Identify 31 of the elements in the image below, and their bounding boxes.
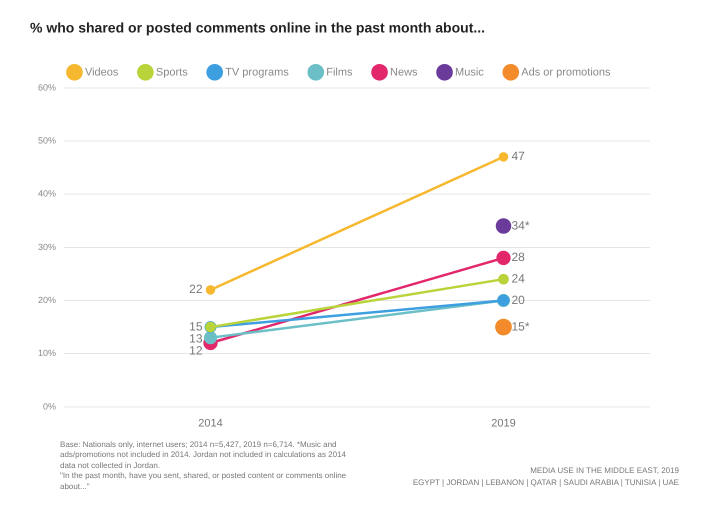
y-tick-label: 50% [38, 135, 56, 146]
x-tick-label: 2014 [198, 417, 223, 430]
legend-label: Music [455, 66, 484, 78]
legend-label: Films [326, 66, 354, 78]
legend-label: Sports [156, 66, 188, 78]
text: MEDIA USE IN THE MIDDLE EAST, 2019 [529, 465, 679, 477]
y-tick-label: 0% [43, 401, 56, 412]
data-label: 15 [189, 319, 203, 334]
legend-label: TV programs [225, 66, 290, 78]
y-tick-label: 20% [38, 294, 56, 305]
data-label: 15* [512, 319, 530, 334]
text: Base: Nationals only, internet users; 2014 n=5,427, 2019 n=6,714. *Music and ads/promotions not included in 2014. Jordan not included in calculations as 2014 data not collected in Jordan. [60, 440, 347, 472]
text: EGYPT | JORDAN | LEBANON | QATAR | SAUDI ARABIA | TUNISIA | UAE [412, 477, 679, 489]
x-tick-label: 2019 [491, 417, 516, 430]
data-label: 13 [189, 331, 203, 346]
y-tick-label: 60% [38, 82, 56, 92]
data-label: 22 [189, 282, 203, 296]
data-label: 24 [512, 272, 526, 286]
text: "In the past month, have you sent, shared, or posted content or comments online about..." [60, 471, 348, 492]
data-label: 28 [512, 250, 526, 264]
data-label: 34* [512, 218, 530, 232]
data-label: 47 [512, 149, 526, 164]
y-tick-label: 10% [38, 348, 56, 358]
y-tick-label: 40% [38, 188, 56, 199]
legend-label: Ads or promotions [521, 66, 612, 78]
legend-label: Videos [84, 66, 119, 78]
data-label: 20 [512, 292, 526, 307]
chart-title: % who shared or posted comments online in the past month about... [30, 19, 486, 36]
legend-label: News [390, 66, 418, 78]
data-label: 12 [189, 343, 203, 358]
y-tick-label: 30% [38, 242, 56, 252]
